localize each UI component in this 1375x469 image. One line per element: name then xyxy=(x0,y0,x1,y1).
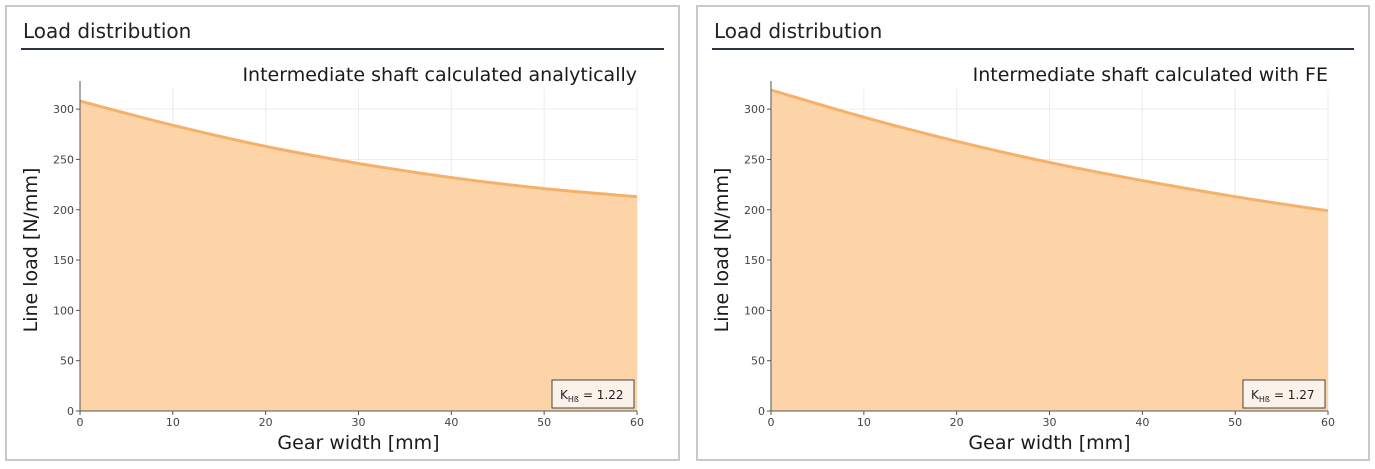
x-tick-label: 60 xyxy=(1321,416,1335,429)
khb-subscript: Hß xyxy=(1259,395,1270,404)
x-tick-label: 60 xyxy=(630,416,644,429)
chart-svg: 0 50 100 150 200 250 300 0 10 20 30 40 50 60 Gear widt… xyxy=(711,64,1335,454)
y-axis-label: Line load [N/mm] xyxy=(20,168,42,333)
khb-value: = 1.22 xyxy=(583,388,624,402)
y-tick-label: 100 xyxy=(53,304,74,317)
y-axis-label: Line load [N/mm] xyxy=(711,168,733,333)
y-tick-label: 250 xyxy=(53,153,74,166)
khb-box xyxy=(551,379,635,409)
khb-subscript: Hß xyxy=(568,395,579,404)
khb-value: = 1.27 xyxy=(1274,388,1315,402)
x-tick-label: 40 xyxy=(444,416,458,429)
x-axis-label: Gear width [mm] xyxy=(277,432,439,454)
load-area xyxy=(771,90,1328,411)
x-tick-label: 50 xyxy=(537,416,551,429)
x-tick-label: 40 xyxy=(1135,416,1149,429)
y-tick-label: 0 xyxy=(67,405,74,418)
y-tick-label: 200 xyxy=(744,204,765,217)
y-tick-label: 50 xyxy=(60,355,74,368)
title-divider xyxy=(21,48,664,50)
y-tick-label: 300 xyxy=(744,103,765,116)
panel-title: Load distribution xyxy=(714,19,883,43)
x-axis-label: Gear width [mm] xyxy=(968,432,1130,454)
y-tick-label: 100 xyxy=(744,304,765,317)
y-tick-label: 300 xyxy=(53,103,74,116)
x-tick-label: 50 xyxy=(1228,416,1242,429)
x-tick-label: 10 xyxy=(166,416,180,429)
x-tick-label: 0 xyxy=(77,416,84,429)
khb-label: KHß = 1.27 xyxy=(1251,388,1315,404)
y-tick-label: 150 xyxy=(53,254,74,267)
panel-title: Load distribution xyxy=(23,19,192,43)
x-tick-label: 30 xyxy=(352,416,366,429)
chart-annotation: Intermediate shaft calculated analytical… xyxy=(242,64,637,86)
y-tick-label: 200 xyxy=(53,204,74,217)
x-tick-label: 0 xyxy=(768,416,775,429)
chart-panel-analytical: Load distribution 0 50 100 150 200 250 300 0 10 2… xyxy=(5,5,680,461)
x-tick-label: 20 xyxy=(259,416,273,429)
khb-symbol: K xyxy=(560,388,569,402)
khb-symbol: K xyxy=(1251,388,1260,402)
y-tick-label: 50 xyxy=(751,355,765,368)
load-area xyxy=(80,101,637,411)
khb-box xyxy=(1242,379,1326,409)
khb-label: KHß = 1.22 xyxy=(560,388,624,404)
x-tick-label: 30 xyxy=(1043,416,1057,429)
x-tick-label: 20 xyxy=(950,416,964,429)
chart-svg: 0 50 100 150 200 250 300 0 10 20 30 40 50 60 Gear widt… xyxy=(20,64,644,454)
chart-panel-fe: Load distribution 0 50 100 150 200 250 300 0 10 2… xyxy=(696,5,1370,461)
chart-annotation: Intermediate shaft calculated with FE xyxy=(973,64,1328,86)
y-tick-label: 150 xyxy=(744,254,765,267)
title-divider xyxy=(712,48,1354,50)
y-tick-label: 0 xyxy=(758,405,765,418)
y-tick-label: 250 xyxy=(744,153,765,166)
x-tick-label: 10 xyxy=(857,416,871,429)
